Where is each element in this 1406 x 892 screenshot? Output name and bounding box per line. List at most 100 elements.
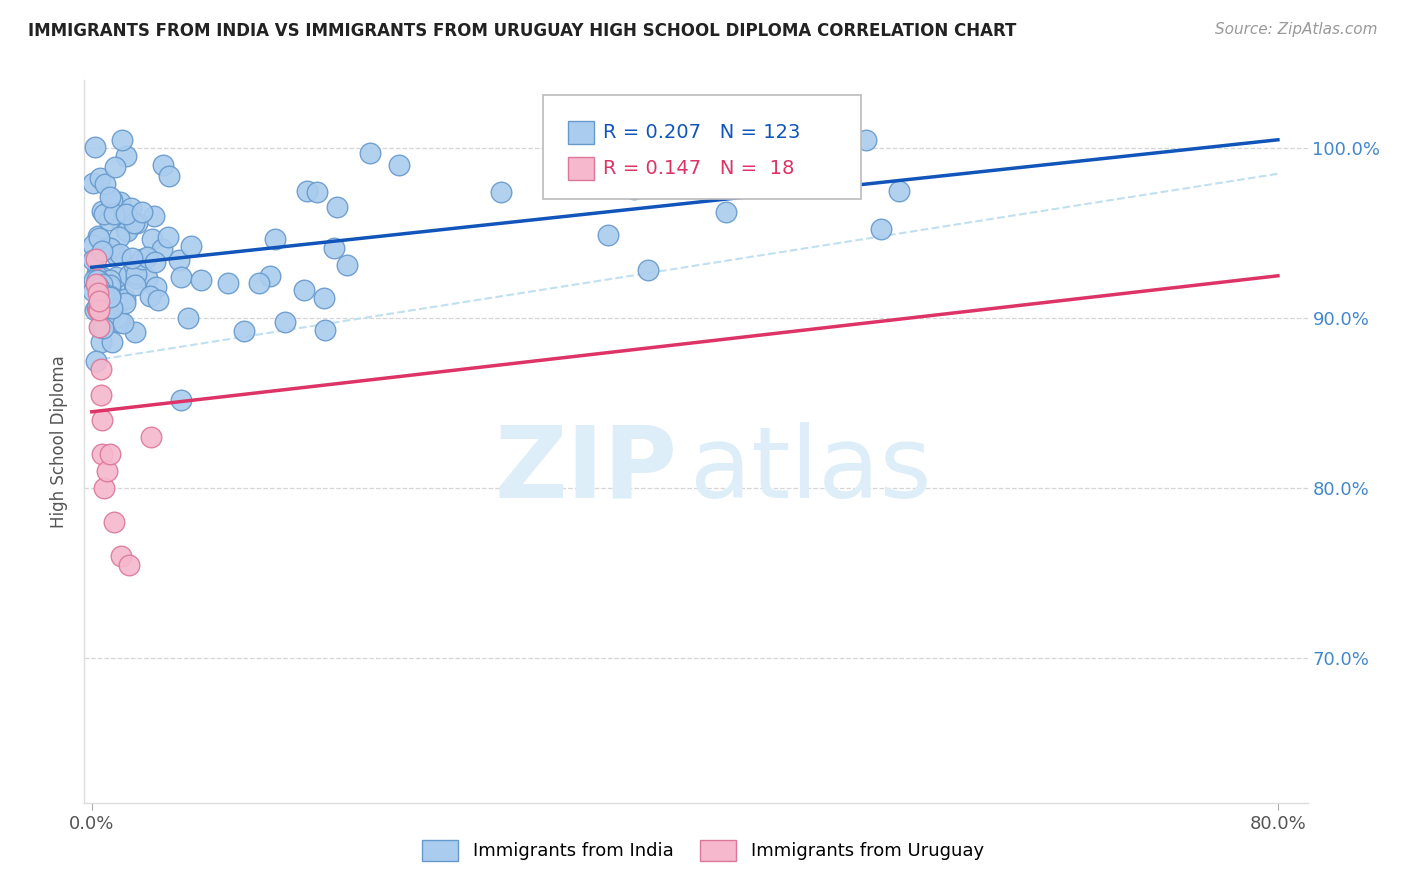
Point — [232, 324, 254, 338]
Point — [87, 281, 110, 295]
Point — [84, 277, 107, 292]
Point — [714, 205, 737, 219]
Point — [103, 161, 125, 175]
Point — [98, 447, 121, 461]
Point — [101, 335, 124, 350]
Point — [87, 273, 110, 287]
Point — [90, 277, 112, 291]
Point — [114, 292, 136, 306]
Point — [323, 240, 346, 254]
Point — [114, 206, 136, 220]
Point — [93, 288, 115, 302]
Y-axis label: High School Diploma: High School Diploma — [51, 355, 69, 528]
Point — [97, 213, 120, 227]
Point — [86, 302, 108, 317]
Point — [82, 237, 104, 252]
Text: Source: ZipAtlas.com: Source: ZipAtlas.com — [1215, 22, 1378, 37]
Text: atlas: atlas — [690, 422, 932, 519]
Point — [167, 252, 190, 267]
Point — [139, 430, 162, 444]
Point — [623, 182, 645, 196]
Point — [93, 321, 115, 335]
Point — [82, 176, 104, 190]
Text: IMMIGRANTS FROM INDIA VS IMMIGRANTS FROM URUGUAY HIGH SCHOOL DIPLOMA CORRELATION: IMMIGRANTS FROM INDIA VS IMMIGRANTS FROM… — [28, 22, 1017, 40]
Point — [100, 288, 122, 302]
Point — [264, 232, 287, 246]
Point — [86, 269, 108, 284]
Point — [139, 289, 162, 303]
Point — [120, 201, 142, 215]
Point — [170, 269, 193, 284]
Point — [114, 296, 136, 310]
Point — [146, 293, 169, 307]
Point — [131, 252, 153, 266]
Point — [489, 186, 512, 200]
Point — [336, 258, 359, 272]
Point — [90, 362, 112, 376]
Point — [359, 145, 381, 160]
Point — [314, 322, 336, 336]
Point — [107, 230, 129, 244]
FancyBboxPatch shape — [568, 120, 595, 144]
Point — [110, 195, 132, 210]
FancyBboxPatch shape — [543, 95, 860, 200]
Text: ZIP: ZIP — [495, 422, 678, 519]
Point — [103, 516, 125, 530]
Point — [89, 171, 111, 186]
Point — [869, 222, 891, 236]
Point — [104, 247, 127, 261]
Point — [91, 413, 114, 427]
Point — [86, 285, 108, 300]
Point — [124, 278, 146, 293]
Point — [86, 300, 108, 314]
Point — [90, 334, 112, 349]
Point — [122, 258, 145, 272]
Point — [101, 301, 124, 316]
Point — [93, 207, 115, 221]
Point — [117, 268, 139, 282]
Point — [90, 203, 112, 218]
Point — [170, 392, 193, 407]
Point — [177, 311, 200, 326]
Point — [156, 230, 179, 244]
Point — [89, 319, 111, 334]
Point — [91, 447, 114, 461]
Point — [98, 290, 121, 304]
Point — [259, 269, 281, 284]
Point — [150, 242, 173, 256]
Point — [118, 210, 141, 224]
Point — [82, 252, 104, 267]
Point — [111, 316, 134, 330]
Point — [124, 325, 146, 339]
Point — [307, 185, 329, 199]
Point — [855, 133, 877, 147]
Point — [152, 158, 174, 172]
Point — [86, 266, 108, 280]
Point — [89, 302, 111, 317]
Point — [108, 314, 131, 328]
Point — [82, 284, 104, 298]
Point — [83, 302, 105, 317]
Point — [127, 216, 149, 230]
Point — [97, 280, 120, 294]
Point — [125, 271, 148, 285]
Point — [90, 244, 112, 259]
Point — [91, 269, 114, 284]
Point — [98, 190, 121, 204]
Point — [105, 310, 128, 324]
Point — [145, 279, 167, 293]
Point — [180, 238, 202, 252]
Point — [312, 291, 335, 305]
Point — [135, 250, 157, 264]
Point — [98, 273, 121, 287]
Point — [748, 152, 770, 166]
Point — [103, 279, 125, 293]
Point — [87, 231, 110, 245]
Legend: Immigrants from India, Immigrants from Uruguay: Immigrants from India, Immigrants from U… — [413, 830, 993, 870]
Point — [733, 170, 755, 185]
Point — [135, 271, 157, 285]
Point — [143, 255, 166, 269]
Point — [292, 283, 315, 297]
Point — [115, 224, 138, 238]
Point — [83, 272, 105, 286]
